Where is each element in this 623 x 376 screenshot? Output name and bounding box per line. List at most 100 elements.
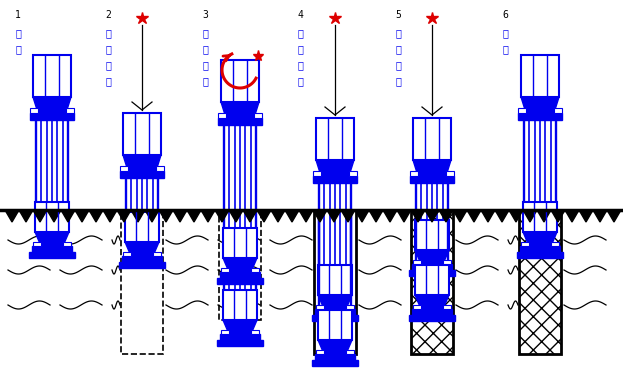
- Bar: [443, 260, 451, 264]
- Polygon shape: [75, 210, 89, 222]
- Bar: [63, 242, 71, 246]
- Bar: [443, 305, 451, 309]
- Bar: [223, 290, 257, 320]
- Text: 压: 压: [202, 44, 208, 54]
- Bar: [315, 309, 355, 315]
- Polygon shape: [341, 210, 355, 222]
- Text: 5: 5: [395, 10, 401, 20]
- Bar: [153, 252, 161, 256]
- Bar: [221, 330, 229, 334]
- Bar: [35, 202, 69, 232]
- Bar: [219, 210, 261, 320]
- Bar: [120, 166, 128, 171]
- Polygon shape: [223, 320, 257, 334]
- Bar: [523, 202, 557, 232]
- Bar: [521, 242, 529, 246]
- Text: 压: 压: [105, 44, 111, 54]
- Polygon shape: [481, 210, 495, 222]
- Text: 3: 3: [202, 10, 208, 20]
- Bar: [410, 171, 418, 176]
- Bar: [318, 265, 352, 295]
- Bar: [415, 220, 449, 250]
- Text: 压: 压: [395, 44, 401, 54]
- Bar: [218, 113, 226, 118]
- Polygon shape: [145, 210, 159, 222]
- Bar: [446, 171, 454, 176]
- Bar: [312, 315, 358, 321]
- Polygon shape: [397, 210, 411, 222]
- Bar: [312, 360, 358, 366]
- Bar: [412, 309, 452, 315]
- Bar: [316, 350, 324, 354]
- Polygon shape: [327, 210, 341, 222]
- Text: 1: 1: [15, 10, 21, 20]
- Bar: [119, 262, 165, 268]
- Polygon shape: [117, 210, 131, 222]
- Text: 液: 液: [297, 28, 303, 38]
- Bar: [30, 113, 74, 120]
- Bar: [33, 55, 71, 97]
- Bar: [517, 252, 563, 258]
- Bar: [32, 246, 72, 252]
- Text: 压: 压: [297, 44, 303, 54]
- Bar: [316, 118, 354, 160]
- Polygon shape: [89, 210, 103, 222]
- Polygon shape: [453, 210, 467, 222]
- Text: 钒: 钒: [297, 76, 303, 86]
- Polygon shape: [229, 210, 243, 222]
- Bar: [220, 272, 260, 278]
- Bar: [554, 108, 562, 113]
- Bar: [30, 108, 38, 113]
- Text: 成: 成: [502, 44, 508, 54]
- Bar: [314, 210, 356, 354]
- Bar: [318, 310, 352, 340]
- Bar: [122, 256, 162, 262]
- Bar: [123, 113, 161, 155]
- Bar: [415, 265, 449, 295]
- Text: 升: 升: [395, 76, 401, 86]
- Bar: [413, 118, 451, 160]
- Polygon shape: [425, 210, 439, 222]
- Polygon shape: [537, 210, 551, 222]
- Bar: [519, 210, 561, 354]
- Text: 下: 下: [297, 60, 303, 70]
- Polygon shape: [509, 210, 523, 222]
- Bar: [316, 305, 324, 309]
- Polygon shape: [201, 210, 215, 222]
- Polygon shape: [467, 210, 481, 222]
- Polygon shape: [313, 210, 327, 222]
- Polygon shape: [103, 210, 117, 222]
- Polygon shape: [607, 210, 621, 222]
- Polygon shape: [316, 160, 354, 176]
- Text: 液: 液: [395, 28, 401, 38]
- Polygon shape: [61, 210, 75, 222]
- Bar: [409, 270, 455, 276]
- Text: 液: 液: [105, 28, 111, 38]
- Bar: [251, 268, 259, 272]
- Polygon shape: [243, 210, 257, 222]
- Bar: [121, 210, 163, 354]
- Polygon shape: [159, 210, 173, 222]
- Bar: [520, 246, 560, 252]
- Bar: [551, 242, 559, 246]
- Bar: [254, 113, 262, 118]
- Polygon shape: [411, 210, 425, 222]
- Text: 钒: 钒: [105, 76, 111, 86]
- Text: 2: 2: [105, 10, 111, 20]
- Polygon shape: [271, 210, 285, 222]
- Bar: [125, 212, 159, 242]
- Bar: [217, 340, 263, 346]
- Polygon shape: [521, 97, 559, 113]
- Polygon shape: [495, 210, 509, 222]
- Text: 完: 完: [502, 28, 508, 38]
- Bar: [156, 166, 164, 171]
- Polygon shape: [173, 210, 187, 222]
- Polygon shape: [33, 97, 71, 113]
- Bar: [220, 334, 260, 340]
- Bar: [413, 305, 421, 309]
- Bar: [349, 171, 357, 176]
- Bar: [221, 60, 259, 102]
- Polygon shape: [355, 210, 369, 222]
- Bar: [33, 242, 41, 246]
- Text: 4: 4: [297, 10, 303, 20]
